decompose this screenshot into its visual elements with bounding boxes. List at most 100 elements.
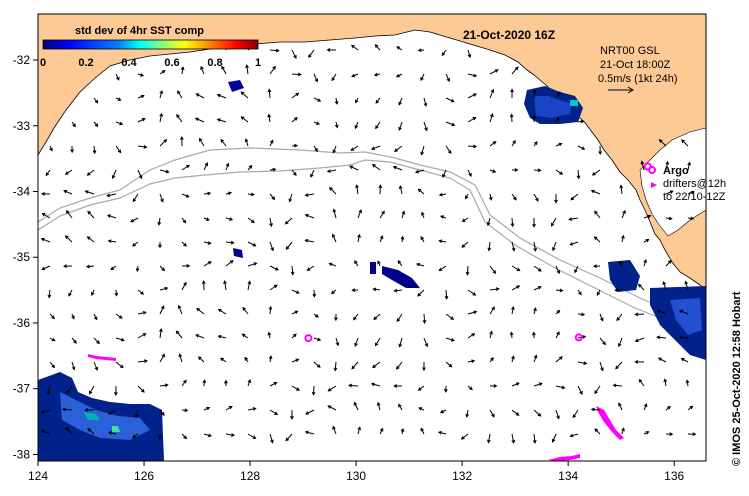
current-arrow — [395, 73, 403, 78]
drifter-tracks — [88, 182, 657, 461]
current-arrow — [329, 186, 337, 195]
current-arrow — [159, 265, 166, 272]
lon-tick-label: 126 — [134, 469, 154, 483]
current-arrow — [201, 280, 206, 291]
current-arrow — [414, 169, 425, 174]
current-arrow — [68, 289, 73, 297]
current-arrow — [665, 216, 673, 221]
lat-tick-label: -38 — [13, 447, 31, 461]
current-arrow — [510, 88, 514, 99]
current-arrow — [269, 409, 279, 416]
current-arrow — [225, 405, 233, 411]
map-date-title: 21-Oct-2020 16Z — [463, 28, 555, 42]
current-arrow — [334, 313, 338, 322]
current-arrow — [92, 145, 97, 155]
current-arrow — [401, 210, 406, 219]
current-arrow — [332, 425, 337, 435]
current-arrow — [313, 121, 321, 125]
current-arrow — [643, 403, 648, 411]
current-arrow — [106, 214, 117, 219]
current-arrow — [178, 353, 183, 363]
current-arrow — [656, 335, 667, 340]
current-arrow — [467, 310, 478, 315]
current-arrow — [159, 305, 165, 315]
current-arrow — [291, 310, 299, 315]
current-arrow — [487, 433, 491, 444]
current-arrow — [195, 334, 205, 339]
current-arrow — [467, 385, 473, 391]
current-arrow — [489, 265, 497, 274]
current-arrow — [423, 337, 429, 348]
current-arrow — [552, 241, 557, 252]
current-arrow — [175, 330, 183, 339]
current-arrow — [438, 239, 447, 244]
colorbar-tick-label: 0.2 — [78, 57, 93, 69]
current-arrow — [137, 311, 147, 315]
lat-tick-label: -34 — [13, 184, 31, 198]
current-arrow — [84, 408, 95, 412]
current-arrow — [397, 260, 403, 267]
current-arrow — [313, 337, 322, 342]
current-arrow — [47, 289, 52, 299]
current-arrow — [290, 409, 294, 420]
current-arrow — [285, 241, 293, 250]
current-arrow — [269, 48, 280, 53]
current-arrow — [115, 97, 122, 101]
lat-tick-label: -33 — [13, 119, 31, 133]
current-arrow — [489, 287, 500, 291]
current-arrow — [71, 121, 76, 128]
current-arrow — [357, 426, 362, 435]
current-arrow — [489, 306, 495, 315]
current-arrow — [180, 66, 185, 75]
current-arrow — [555, 116, 560, 123]
current-arrow — [159, 169, 170, 174]
current-arrow — [247, 192, 255, 197]
current-arrow — [242, 306, 249, 315]
current-arrow — [443, 385, 448, 393]
current-arrow — [130, 217, 139, 223]
current-arrow — [285, 433, 293, 442]
current-arrow — [577, 385, 583, 395]
current-arrow — [93, 361, 99, 371]
current-arrow — [467, 359, 476, 364]
current-arrow — [445, 313, 455, 320]
current-arrow — [489, 113, 494, 123]
current-arrow — [333, 361, 338, 372]
current-arrow — [88, 385, 95, 395]
current-arrow — [330, 289, 337, 295]
current-arrow — [247, 262, 258, 267]
current-arrow — [555, 356, 563, 363]
map-frame — [37, 13, 707, 462]
current-arrow — [108, 431, 117, 435]
current-arrow — [533, 382, 543, 387]
current-arrow — [400, 427, 405, 435]
model-name: NRT00 GSL — [600, 45, 660, 57]
current-arrow — [351, 288, 359, 293]
current-arrow — [467, 144, 478, 149]
current-arrow — [349, 165, 359, 171]
current-arrow — [687, 161, 691, 171]
current-arrow — [66, 385, 73, 394]
current-arrow — [657, 357, 667, 363]
current-arrow — [445, 145, 452, 155]
current-arrow — [49, 313, 55, 320]
current-arrow — [461, 241, 469, 248]
current-arrow — [533, 409, 542, 417]
current-arrow — [555, 91, 561, 99]
current-arrow — [577, 361, 588, 365]
argo-legend-label: Argo — [663, 165, 689, 177]
imos-credit: © IMOS 25-Oct-2020 12:58 Hobart — [731, 291, 743, 466]
current-arrow — [247, 378, 252, 387]
current-arrow — [489, 141, 497, 147]
current-arrow — [393, 145, 403, 152]
current-arrow — [304, 238, 315, 243]
current-arrow — [85, 264, 95, 269]
current-arrow — [379, 210, 385, 219]
current-arrow — [577, 312, 586, 317]
current-arrow — [106, 193, 117, 198]
current-arrow — [137, 117, 146, 123]
current-arrow — [63, 264, 73, 269]
current-arrow — [511, 382, 520, 387]
colorbar-tick-label: 1 — [255, 57, 261, 69]
current-arrow — [137, 169, 143, 180]
